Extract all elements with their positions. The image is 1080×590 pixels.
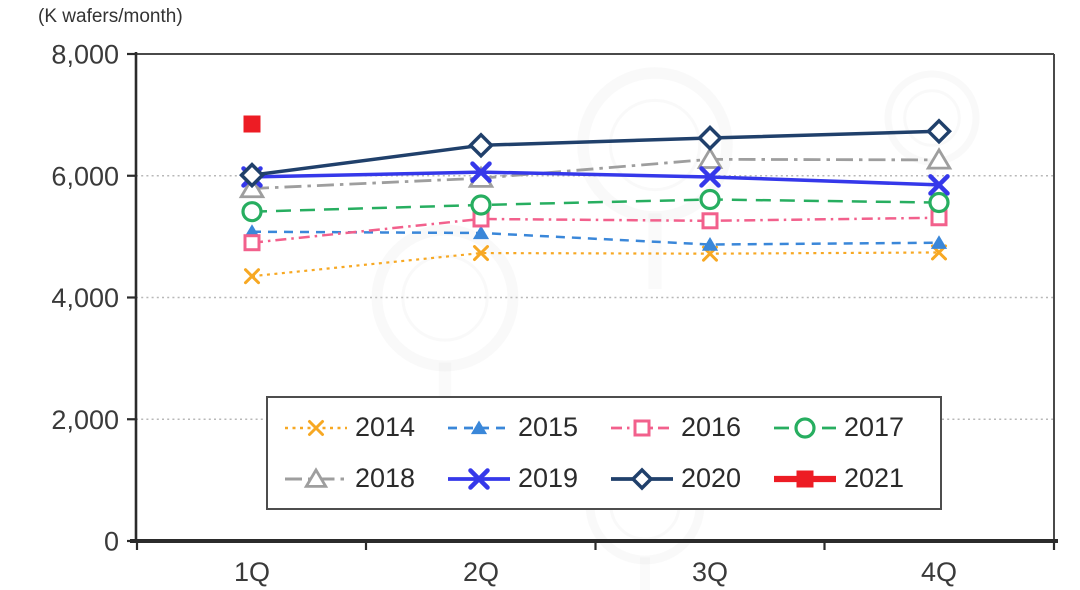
watermark <box>608 98 702 192</box>
y-tick-label: 8,000 <box>51 40 119 70</box>
watermark <box>884 70 980 166</box>
legend-label-2021: 2021 <box>844 463 905 493</box>
marker-2020-2Q <box>468 132 494 159</box>
legend-key-2017 <box>774 416 836 439</box>
legend-item-2016: 2016 <box>610 414 773 441</box>
x-tick-label: 3Q <box>692 557 728 587</box>
legend-item-2014: 2014 <box>284 414 447 441</box>
chart-legend: 2014 2015 2016 2017 2018 2019 2020 2021 <box>266 396 942 510</box>
legend-key-2021 <box>774 470 836 487</box>
legend-marker-2014 <box>308 419 324 436</box>
legend-marker-2018 <box>303 466 329 488</box>
legend-key-2014 <box>285 419 347 436</box>
x-tick-label: 2Q <box>463 557 499 587</box>
marker-2018-3Q <box>696 146 724 169</box>
series-line-2016 <box>251 216 940 244</box>
series-line-2017 <box>251 198 940 213</box>
watermark <box>903 89 961 147</box>
legend-marker-2016 <box>633 419 651 436</box>
y-axis-unit-label: (K wafers/month) <box>38 6 183 27</box>
legend-item-2015: 2015 <box>447 414 610 441</box>
series-line-2015 <box>251 230 940 246</box>
legend-label-2020: 2020 <box>681 463 742 493</box>
marker-2019-4Q <box>928 174 950 196</box>
marker-2016-3Q <box>701 212 719 230</box>
marker-2018-4Q <box>925 147 953 170</box>
marker-2017-2Q <box>470 194 492 216</box>
marker-2019-3Q <box>699 166 721 188</box>
legend-key-2018 <box>285 466 347 488</box>
y-tick-label: 0 <box>104 527 119 557</box>
marker-2015-4Q <box>930 235 948 249</box>
legend-label-2016: 2016 <box>681 412 742 442</box>
legend-item-2021: 2021 <box>773 465 936 492</box>
marker-2021-1Q <box>243 115 261 133</box>
marker-2017-4Q <box>928 191 950 214</box>
legend-key-2015 <box>448 420 510 434</box>
legend-marker-2017 <box>794 416 816 439</box>
y-tick-label: 2,000 <box>51 405 119 435</box>
marker-2020-4Q <box>926 118 952 145</box>
legend-label-2015: 2015 <box>518 412 579 442</box>
legend-marker-2020 <box>630 467 654 490</box>
legend-marker-2015 <box>470 420 488 434</box>
series-line-2014 <box>251 251 940 278</box>
y-tick-label: 4,000 <box>51 283 119 313</box>
watermark <box>640 557 650 590</box>
legend-item-2018: 2018 <box>284 465 447 492</box>
legend-label-2014: 2014 <box>355 412 416 442</box>
legend-label-2017: 2017 <box>844 412 905 442</box>
watermark <box>577 67 733 223</box>
legend-item-2020: 2020 <box>610 465 773 492</box>
marker-2019-2Q <box>470 161 492 183</box>
legend-label-2019: 2019 <box>518 463 579 493</box>
marker-2017-3Q <box>699 188 721 211</box>
marker-2015-3Q <box>701 237 719 251</box>
marker-2014-1Q <box>244 268 260 285</box>
legend-item-2017: 2017 <box>773 414 936 441</box>
y-tick-label: 6,000 <box>51 161 119 191</box>
marker-2017-1Q <box>241 201 263 223</box>
legend-item-2019: 2019 <box>447 465 610 492</box>
x-tick-label: 4Q <box>921 557 957 587</box>
legend-marker-2019 <box>468 467 490 490</box>
legend-key-2016 <box>611 419 673 436</box>
marker-2020-3Q <box>697 125 723 151</box>
series-line-2019 <box>251 170 940 187</box>
legend-label-2018: 2018 <box>355 463 416 493</box>
watermark <box>648 213 662 289</box>
legend-key-2019 <box>448 467 510 490</box>
marker-2014-2Q <box>473 245 489 262</box>
series-line-2020 <box>251 129 940 177</box>
marker-2016-1Q <box>243 234 261 252</box>
legend-key-2020 <box>611 467 673 490</box>
marker-2015-2Q <box>472 225 490 240</box>
marker-2020-1Q <box>239 162 265 189</box>
x-tick-label: 1Q <box>234 557 270 587</box>
legend-marker-2021 <box>796 470 814 487</box>
